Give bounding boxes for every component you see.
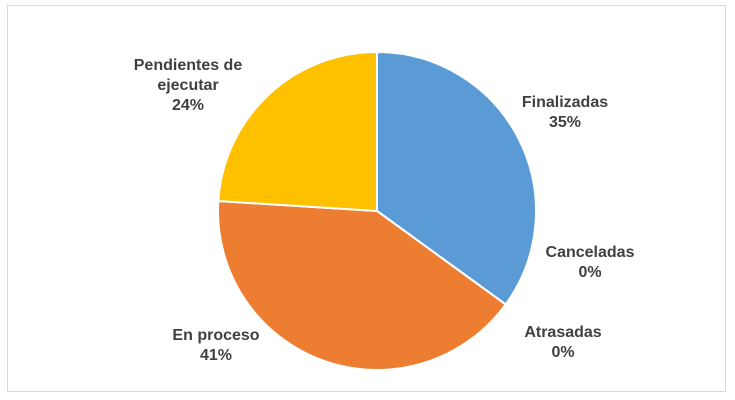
data-label: Atrasadas 0% — [493, 323, 633, 363]
value-label: 24% — [171, 97, 205, 114]
value-label: 0% — [551, 344, 575, 361]
value-label: 35% — [548, 114, 582, 131]
category-label: Canceladas — [545, 244, 635, 261]
category-label: Atrasadas — [524, 324, 602, 341]
pie-slice — [217, 50, 378, 213]
value-label: 41% — [199, 347, 233, 364]
category-label: En proceso — [172, 327, 260, 344]
category-label: Finalizadas — [521, 94, 609, 111]
value-label: 0% — [578, 264, 602, 281]
data-label: En proceso 41% — [146, 326, 286, 366]
pie-slice — [217, 199, 508, 371]
category-label: Pendientes de ejecutar — [133, 57, 243, 94]
data-label: Pendientes de ejecutar 24% — [123, 56, 253, 116]
data-label: Finalizadas 35% — [495, 93, 635, 133]
chart-frame — [7, 5, 726, 392]
data-label: Canceladas 0% — [520, 243, 660, 283]
pie-slice — [376, 50, 537, 306]
